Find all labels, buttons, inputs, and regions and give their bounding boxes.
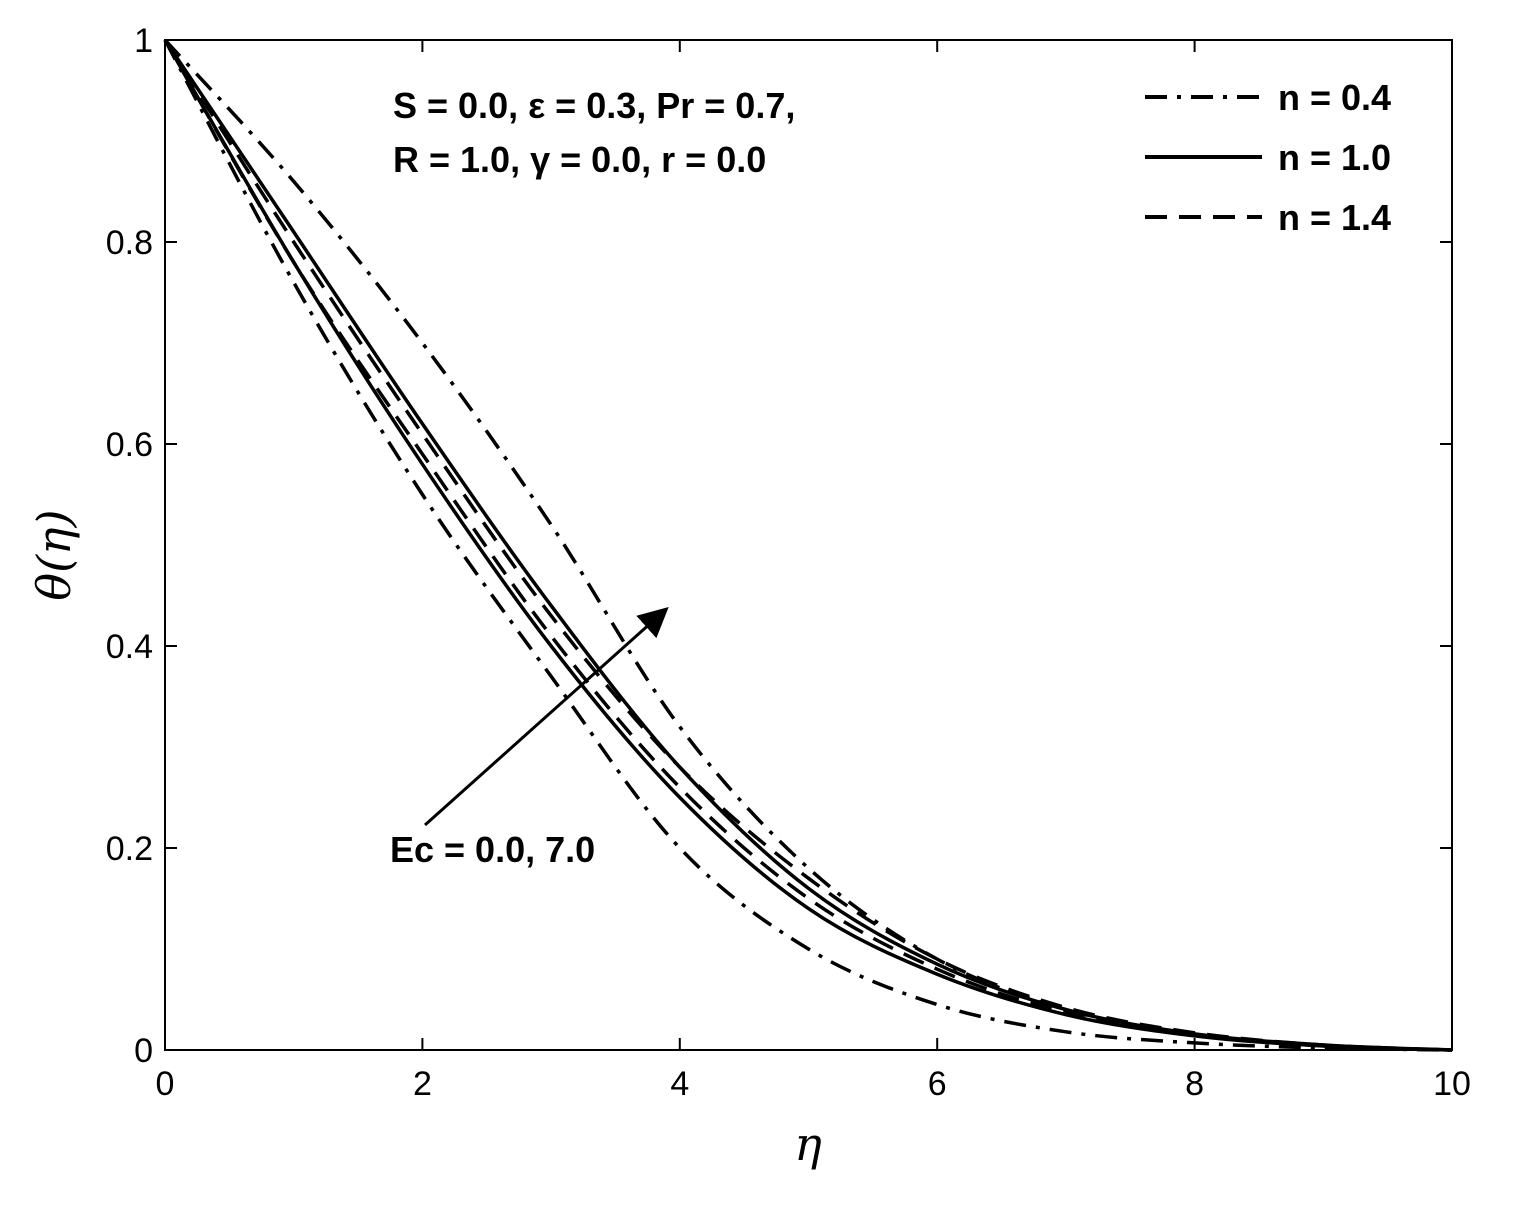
- params-annotation-line1: S = 0.0, ε = 0.3, Pr = 0.7,: [393, 85, 795, 126]
- y-tick-label: 1: [134, 22, 153, 60]
- x-tick-label: 8: [1185, 1065, 1204, 1103]
- series-line-dashdot-2: [163, 38, 1453, 1052]
- y-tick-label: 0: [134, 1032, 153, 1070]
- y-axis-label: θ(η): [27, 509, 81, 600]
- series-line-solid-3: [163, 39, 1453, 1052]
- x-axis-label: η: [794, 1117, 822, 1171]
- x-tick-label: 10: [1433, 1065, 1471, 1103]
- legend: n = 0.4 n = 1.0 n = 1.4: [1145, 77, 1391, 238]
- arrow-label: Ec = 0.0, 7.0: [390, 829, 595, 870]
- x-tick-label: 6: [928, 1065, 947, 1103]
- series-line-dashed-6: [163, 39, 1453, 1052]
- ticks: [164, 39, 1453, 1051]
- y-tick-label: 0.6: [106, 426, 153, 464]
- y-tick-label: 0.8: [106, 224, 153, 262]
- legend-label: n = 0.4: [1278, 77, 1391, 118]
- legend-label: n = 1.0: [1278, 137, 1391, 178]
- ec-arrow: [423, 606, 669, 827]
- legend-label: n = 1.4: [1278, 197, 1391, 238]
- tick-labels: 0 2 4 6 8 10 0 0.2 0.4 0.6 0.8 1: [106, 22, 1471, 1103]
- x-tick-label: 2: [413, 1065, 432, 1103]
- x-tick-label: 4: [670, 1065, 689, 1103]
- series-line-solid-4: [163, 39, 1453, 1052]
- x-tick-label: 0: [156, 1065, 175, 1103]
- series-line-dashdot-1: [163, 39, 1453, 1052]
- series-group: [163, 38, 1453, 1052]
- params-annotation-line2: R = 1.0, γ = 0.0, r = 0.0: [393, 139, 766, 180]
- series-line-dashed-5: [163, 39, 1453, 1052]
- y-tick-label: 0.4: [106, 628, 153, 666]
- y-tick-label: 0.2: [106, 830, 153, 868]
- plot-frame: [164, 39, 1453, 1051]
